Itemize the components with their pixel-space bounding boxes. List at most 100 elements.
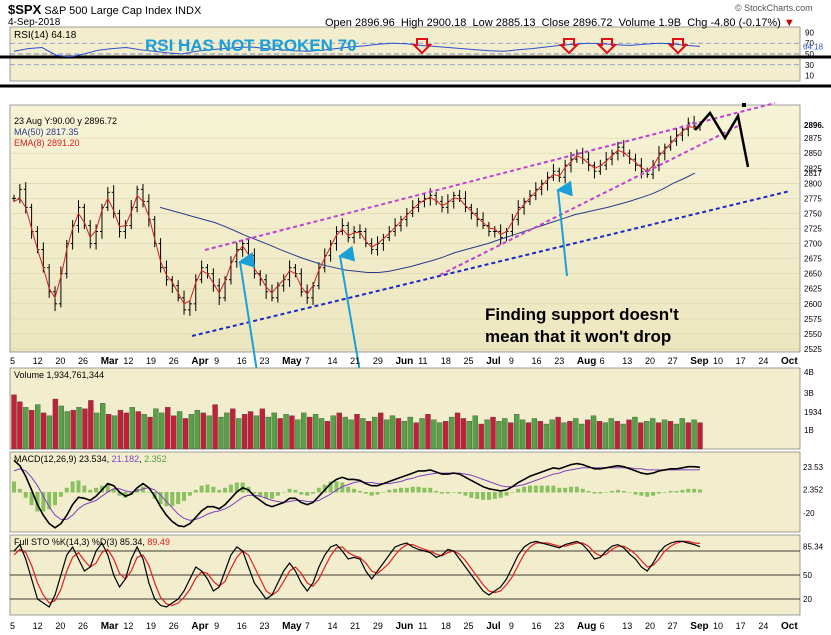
macd-hist-bar bbox=[522, 486, 527, 493]
close-label: Close bbox=[541, 17, 570, 29]
date-tick: 26 bbox=[169, 356, 179, 366]
volume-bar bbox=[76, 407, 82, 450]
price-tick: 2775 bbox=[804, 194, 822, 203]
macd-hist-bar bbox=[516, 488, 521, 493]
price-hover-label: 23 Aug Y:90.00 y 2896.72 bbox=[14, 116, 117, 126]
date-tick: Sep bbox=[690, 356, 708, 367]
date-tick: 23 bbox=[259, 356, 269, 366]
macd-hist-bar bbox=[369, 492, 374, 496]
date-tick: 20 bbox=[55, 356, 65, 366]
volume-bar bbox=[194, 409, 200, 450]
macd-hist-bar bbox=[269, 492, 274, 499]
chg-label: Chg bbox=[687, 17, 708, 29]
date-tick: 6 bbox=[600, 356, 605, 366]
volume-bar bbox=[602, 422, 609, 450]
volume-bar bbox=[247, 411, 254, 450]
support-note-line2: mean that it won't drop bbox=[485, 327, 671, 346]
volume-bar bbox=[11, 394, 17, 450]
macd-hist-bar bbox=[252, 492, 257, 494]
volume-bar bbox=[514, 414, 520, 450]
macd-hist-bar bbox=[223, 487, 228, 493]
macd-hist-bar bbox=[211, 486, 216, 493]
volume-bar bbox=[307, 416, 313, 450]
support-arrow-2 bbox=[338, 245, 361, 373]
open-label: Open bbox=[325, 17, 352, 29]
macd-hist-bar bbox=[187, 492, 192, 496]
rsi-tick: 50 bbox=[805, 50, 814, 59]
volume-bar bbox=[543, 423, 549, 450]
macd-hist-bar bbox=[393, 488, 398, 493]
volume-bar bbox=[561, 422, 567, 450]
rsi-line bbox=[13, 42, 701, 58]
price-tick: 2825 bbox=[804, 164, 822, 173]
macd-hist-bar bbox=[633, 492, 638, 495]
date-tick: 24 bbox=[758, 621, 768, 631]
volume-bar bbox=[117, 409, 124, 450]
macd-hist-bar bbox=[182, 492, 187, 501]
macd-hist-bar bbox=[352, 488, 357, 493]
sto-tick: 20 bbox=[803, 595, 812, 604]
chg-value: -4.80 (-0.17%) bbox=[710, 17, 781, 29]
macd-hist-bar bbox=[164, 492, 169, 507]
date-tick: Jul bbox=[486, 621, 501, 632]
macd-hist-bar bbox=[645, 492, 650, 497]
volume-bar bbox=[253, 415, 260, 450]
macd-hist-bar bbox=[12, 481, 16, 493]
macd-hist-bar bbox=[146, 492, 151, 493]
macd-hist-bar bbox=[557, 487, 562, 493]
macd-hist-bar bbox=[592, 492, 597, 494]
macd-hist-bar bbox=[639, 492, 644, 496]
volume-bar bbox=[549, 419, 555, 450]
volume-bar bbox=[419, 418, 425, 450]
macd-hist-bar bbox=[41, 492, 46, 512]
volume-bar bbox=[212, 404, 218, 450]
date-tick: 13 bbox=[622, 621, 632, 631]
macd-hist-bar bbox=[111, 488, 116, 493]
volume-bar bbox=[336, 412, 342, 450]
macd-hist-bar bbox=[35, 492, 40, 512]
sto-k-line bbox=[13, 540, 701, 608]
volume-bar bbox=[129, 407, 135, 450]
price-tick: 2525 bbox=[804, 345, 822, 354]
volume-bar bbox=[650, 418, 656, 450]
price-tick: 2800 bbox=[804, 179, 822, 188]
volume-bar bbox=[271, 412, 277, 450]
macd-hist-bar bbox=[334, 481, 339, 493]
macd-hist-bar bbox=[53, 492, 58, 506]
date-tick: 16 bbox=[532, 621, 542, 631]
volume-bar bbox=[448, 416, 455, 450]
date-tick: Aug bbox=[577, 356, 596, 367]
date-tick: 25 bbox=[464, 621, 474, 631]
macd-hist-bar bbox=[305, 492, 310, 496]
volume-bar bbox=[236, 418, 242, 450]
volume-bar bbox=[620, 423, 626, 450]
date-tick: 23 bbox=[259, 621, 269, 631]
date-tick: Mar bbox=[101, 356, 119, 367]
date-tick: 20 bbox=[645, 356, 655, 366]
volume-bar bbox=[632, 416, 638, 450]
volume-bar bbox=[171, 415, 177, 450]
macd-hist-bar bbox=[451, 492, 456, 493]
macd-hist-bar bbox=[287, 488, 292, 493]
macd-hist-bar bbox=[469, 492, 474, 498]
volume-bar bbox=[360, 418, 366, 450]
volume-bar bbox=[182, 418, 189, 450]
volume-bar bbox=[519, 419, 526, 450]
date-tick: 10 bbox=[713, 621, 723, 631]
macd-hist-bar bbox=[498, 492, 503, 498]
date-axis-bottom: 5 12 20 26 Mar 12 19 26 Apr 9 16 23 May 7 14 21 29 Jun 11 1… bbox=[10, 621, 798, 632]
macd-hist-bar bbox=[117, 492, 122, 496]
volume-bar bbox=[508, 422, 514, 450]
date-tick: 23 bbox=[554, 356, 564, 366]
volume-bar bbox=[454, 412, 461, 450]
volume-header-value: 1.9B bbox=[658, 17, 682, 29]
macd-hist-bar bbox=[545, 485, 550, 493]
volume-bar bbox=[638, 422, 644, 450]
date-tick: Apr bbox=[191, 356, 208, 367]
macd-hist-bar bbox=[264, 492, 269, 499]
volume-bar bbox=[389, 415, 396, 450]
macd-hist-bar bbox=[23, 492, 28, 498]
date-tick: Sep bbox=[690, 621, 708, 632]
macd-hist-bar bbox=[258, 492, 263, 497]
ema8-legend: EMA(8) 2891.20 bbox=[14, 138, 80, 148]
